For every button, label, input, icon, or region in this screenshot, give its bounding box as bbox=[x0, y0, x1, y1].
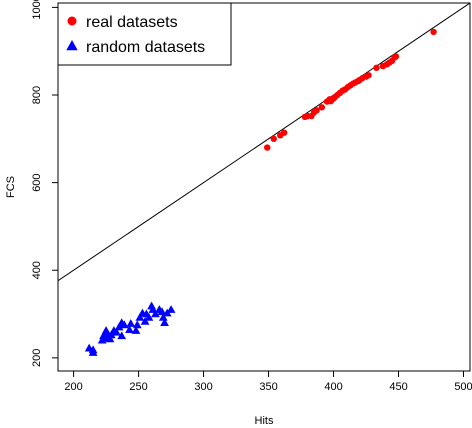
plot-frame bbox=[57, 2, 471, 372]
random-dataset-point-31 bbox=[158, 312, 168, 321]
random-dataset-point-28 bbox=[151, 309, 160, 318]
y-axis: 200 400 600 800 1000 bbox=[31, 0, 58, 367]
random-dataset-point-20 bbox=[132, 320, 142, 329]
x-tick-label-1: 250 bbox=[129, 381, 147, 393]
y-tick-label-3: 800 bbox=[31, 86, 43, 104]
legend-marker-real bbox=[67, 16, 77, 26]
y-axis-title: FCS bbox=[5, 176, 17, 198]
real-dataset-point-27 bbox=[365, 72, 372, 79]
random-dataset-point-9 bbox=[105, 334, 115, 343]
x-tick-label-4: 400 bbox=[324, 381, 342, 393]
random-dataset-point-12 bbox=[112, 327, 121, 336]
legend-box bbox=[57, 2, 232, 66]
random-dataset-point-13 bbox=[114, 322, 124, 331]
reference-line bbox=[58, 3, 470, 282]
random-dataset-point-15 bbox=[117, 331, 127, 340]
legend: real datasets random datasets bbox=[57, 2, 232, 66]
real-dataset-point-3 bbox=[280, 129, 288, 136]
random-dataset-point-21 bbox=[135, 312, 145, 321]
x-tick-label-5: 450 bbox=[389, 381, 407, 393]
x-tick-label-6: 500 bbox=[454, 381, 472, 393]
real-dataset-point-28 bbox=[373, 64, 380, 72]
data-points bbox=[84, 28, 437, 356]
random-dataset-point-34 bbox=[166, 305, 176, 313]
x-tick-label-2: 300 bbox=[194, 381, 212, 393]
x-tick-label-0: 200 bbox=[64, 381, 82, 393]
random-dataset-point-2 bbox=[88, 345, 98, 354]
random-dataset-point-18 bbox=[126, 319, 136, 327]
x-axis-title: Hits bbox=[255, 415, 274, 427]
real-dataset-point-35 bbox=[430, 28, 437, 36]
random-dataset-point-19 bbox=[131, 326, 141, 334]
x-axis: 200 250 300 350 400 450 500 bbox=[64, 371, 472, 393]
real-dataset-point-34 bbox=[392, 53, 400, 60]
y-tick-label-1: 400 bbox=[31, 261, 43, 279]
real-dataset-point-1 bbox=[270, 135, 277, 143]
random-dataset-point-25 bbox=[144, 312, 154, 321]
legend-label-random: random datasets bbox=[86, 39, 205, 56]
random-dataset-point-16 bbox=[119, 320, 129, 329]
random-dataset-point-10 bbox=[106, 330, 116, 339]
x-tick-label-3: 350 bbox=[259, 381, 277, 393]
y-tick-label-4: 1000 bbox=[31, 0, 43, 20]
random-dataset-point-23 bbox=[140, 316, 150, 325]
random-dataset-point-32 bbox=[160, 318, 169, 327]
real-dataset-point-9 bbox=[318, 104, 326, 111]
real-dataset-point-0 bbox=[264, 144, 271, 151]
y-tick-label-2: 600 bbox=[31, 173, 43, 191]
legend-label-real: real datasets bbox=[86, 14, 178, 31]
y-tick-label-0: 200 bbox=[31, 349, 43, 367]
random-dataset-point-30 bbox=[157, 307, 167, 316]
legend-marker-random bbox=[66, 40, 78, 51]
random-dataset-point-17 bbox=[125, 325, 134, 334]
real-dataset-point-8 bbox=[313, 107, 320, 114]
